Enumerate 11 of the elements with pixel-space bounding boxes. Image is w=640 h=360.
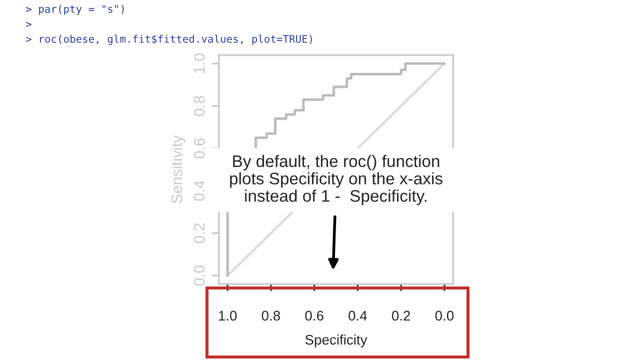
x-tick-label: 1.0 — [218, 310, 237, 321]
x-axis-title: Specificity — [305, 334, 368, 348]
x-tick-label: 0.0 — [435, 310, 454, 321]
text: > — [26, 22, 32, 27]
text: > par(pty = "s") — [26, 4, 124, 15]
x-tick-label: 0.6 — [305, 310, 324, 321]
text: > roc(obese, glm.fit$fitted.values, plot=TRUE) — [26, 34, 312, 45]
x-tick-label: 0.8 — [262, 310, 280, 321]
annotation: By default, the roc() function plots Specificity on the x-axis instead of 1 - Specificity. — [230, 154, 442, 206]
x-tick-label: 0.2 — [392, 310, 410, 321]
x-tick-label: 0.4 — [348, 310, 367, 321]
